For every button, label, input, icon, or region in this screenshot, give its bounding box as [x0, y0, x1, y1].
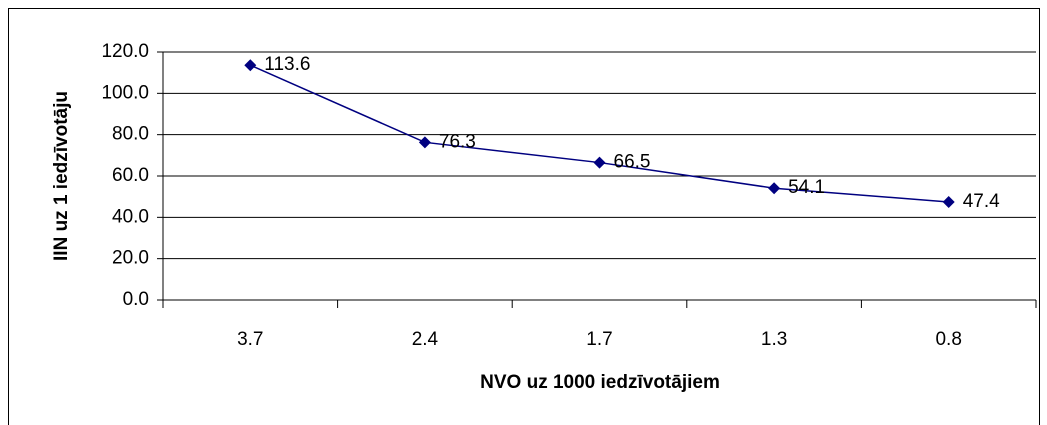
x-tick-label: 1.3: [761, 329, 787, 350]
chart-border: [8, 8, 1040, 425]
y-tick-label: 0.0: [123, 289, 149, 310]
x-tick-label: 1.7: [586, 329, 612, 350]
data-label: 54.1: [788, 177, 825, 198]
data-label: 113.6: [264, 54, 310, 75]
line: [249, 64, 949, 203]
data-label: 47.4: [963, 191, 1000, 212]
y-tick-label: 60.0: [112, 165, 149, 186]
y-tick-label: 40.0: [112, 206, 149, 227]
marker: [244, 59, 257, 72]
x-tick-label: 0.8: [935, 329, 961, 350]
x-tick-label: 3.7: [237, 329, 263, 350]
marker: [593, 156, 606, 169]
marker: [942, 196, 955, 209]
x-tick-label: 2.4: [412, 329, 439, 350]
y-tick-label: 120.0: [101, 41, 149, 62]
y-tick-label: 80.0: [112, 124, 149, 145]
data-label: 76.3: [439, 131, 476, 152]
y-tick-label: 100.0: [101, 82, 149, 103]
marker: [418, 136, 431, 149]
x-axis-title: NVO uz 1000 iedzīvotājiem: [480, 372, 720, 393]
marker: [768, 182, 781, 195]
y-axis-title: IIN uz 1 iedzīvotāju: [51, 91, 72, 261]
data-label: 66.5: [614, 152, 651, 173]
y-tick-label: 20.0: [112, 248, 149, 269]
